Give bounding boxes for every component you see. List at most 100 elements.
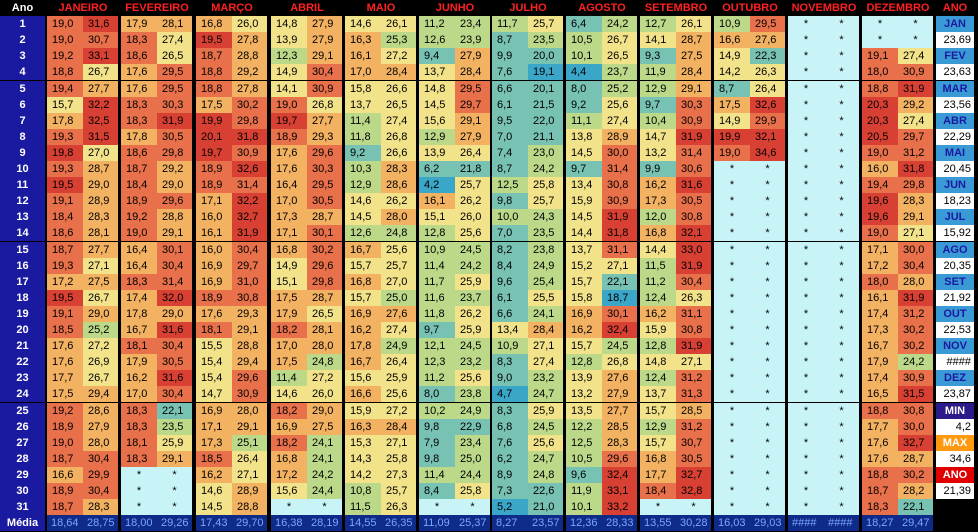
max-temp-cell: 31,8 (232, 128, 267, 145)
table-row: 7 17,8 32,5 18,3 31,9 19,9 29,8 19,7 27,7 11,4 27,… (0, 112, 978, 130)
max-temp-cell: * (824, 144, 859, 161)
max-temp-cell: * (824, 483, 859, 499)
day-label: 25 (0, 402, 45, 419)
max-temp-cell: 29,2 (157, 161, 192, 177)
min-temp-cell: 8,4 (419, 483, 455, 499)
max-temp-cell: 26,2 (455, 193, 490, 210)
max-temp-cell: 25,6 (455, 370, 490, 387)
min-temp-cell: 11,5 (640, 257, 676, 274)
max-temp-cell: 29,2 (232, 64, 267, 81)
side-label: MAI (936, 144, 974, 161)
min-temp-cell: 19,5 (196, 32, 232, 49)
max-temp-cell: 26,8 (381, 128, 416, 145)
max-temp-cell: 29,1 (898, 209, 933, 226)
side-value: 20,45 (936, 161, 974, 177)
min-temp-cell: 19,4 (47, 80, 83, 97)
min-temp-cell: 12,1 (419, 338, 455, 355)
min-temp-cell: 12,7 (640, 16, 676, 33)
min-temp-cell: 18,8 (47, 64, 83, 81)
min-temp-cell: 17,9 (121, 354, 157, 371)
min-temp-cell: 13,4 (492, 322, 528, 338)
min-temp-cell: 15,9 (640, 322, 676, 338)
max-temp-cell: * (824, 96, 859, 113)
min-temp-cell: 7,0 (492, 225, 528, 242)
min-temp-cell: 16,5 (862, 386, 898, 403)
max-temp-cell: 29,4 (232, 354, 267, 371)
max-temp-cell: 27,9 (307, 32, 342, 49)
max-temp-cell: 27,9 (307, 16, 342, 33)
max-temp-cell: 26,5 (602, 48, 637, 65)
max-temp-cell: 32,1 (750, 128, 785, 145)
max-temp-cell: * (824, 193, 859, 210)
min-temp-cell: 9,4 (419, 48, 455, 65)
min-temp-cell: 15,7 (566, 338, 602, 355)
min-temp-cell: 20,3 (862, 112, 898, 129)
day-label: 14 (0, 225, 45, 242)
min-temp-cell: * (788, 354, 824, 371)
min-temp-cell: 17,4 (121, 289, 157, 306)
day-label: 6 (0, 96, 45, 113)
max-temp-cell: 23,0 (528, 144, 563, 161)
table-row: 29 16,6 29,9 * * 16,2 27,1 17,2 24,2 14,2 27,3 11,4… (0, 466, 978, 484)
max-temp-cell: 20,1 (528, 80, 563, 97)
min-temp-cell: 18,2 (271, 322, 307, 338)
max-temp-cell: 23,2 (528, 370, 563, 387)
min-temp-cell: 14,2 (345, 466, 381, 483)
max-temp-cell: * (824, 499, 859, 516)
max-temp-cell: 30,0 (898, 241, 933, 258)
min-temp-cell: 17,1 (196, 193, 232, 210)
max-temp-cell: 28,7 (83, 161, 118, 177)
min-temp-cell: * (788, 257, 824, 274)
min-temp-cell: 16,0 (862, 161, 898, 177)
avg-max-cell: #### (824, 515, 859, 532)
min-temp-cell: * (419, 499, 455, 516)
averages-label: Média (0, 515, 45, 532)
max-temp-cell: 27,1 (381, 434, 416, 451)
min-temp-cell: 7,9 (419, 434, 455, 451)
max-temp-cell: * (824, 32, 859, 49)
max-temp-cell: 32,5 (83, 112, 118, 129)
min-temp-cell: 13,9 (271, 32, 307, 49)
min-temp-cell: * (788, 225, 824, 242)
max-temp-cell: * (824, 225, 859, 242)
min-temp-cell: * (714, 322, 750, 338)
min-temp-cell: 9,9 (640, 161, 676, 177)
max-temp-cell: 30,6 (676, 161, 711, 177)
max-temp-cell: 32,4 (602, 466, 637, 483)
max-temp-cell: 23,4 (455, 434, 490, 451)
min-temp-cell: 17,3 (640, 193, 676, 210)
day-label: 11 (0, 177, 45, 194)
min-temp-cell: 17,6 (862, 434, 898, 451)
min-temp-cell: * (714, 434, 750, 451)
max-temp-cell: 30,3 (307, 161, 342, 177)
min-temp-cell: 16,2 (121, 370, 157, 387)
min-temp-cell: * (714, 241, 750, 258)
max-temp-cell: 29,0 (157, 177, 192, 194)
max-temp-cell: 26,3 (750, 64, 785, 81)
table-row: 25 19,2 28,6 18,3 22,1 16,9 28,0 18,2 29,0 15,9 27… (0, 402, 978, 420)
max-temp-cell: 26,4 (750, 80, 785, 97)
max-temp-cell: 29,1 (232, 322, 267, 338)
table-row: 2 19,0 30,7 18,3 27,4 19,5 27,8 13,9 27,9 16,3 25,… (0, 32, 978, 49)
min-temp-cell: 12,5 (492, 177, 528, 194)
min-temp-cell: 6,6 (492, 305, 528, 322)
avg-max-cell: 28,33 (602, 515, 637, 532)
min-temp-cell: 14,9 (271, 64, 307, 81)
min-temp-cell: 13,9 (566, 370, 602, 387)
min-temp-cell: 17,3 (271, 209, 307, 226)
max-temp-cell: 25,1 (232, 434, 267, 451)
min-temp-cell: 12,9 (345, 177, 381, 194)
max-temp-cell: 25,8 (381, 450, 416, 467)
max-temp-cell: 24,7 (528, 450, 563, 467)
min-temp-cell: 17,2 (862, 257, 898, 274)
max-temp-cell: 25,7 (528, 16, 563, 33)
max-temp-cell: 27,4 (898, 112, 933, 129)
max-temp-cell: 28,7 (676, 32, 711, 49)
min-temp-cell: 9,7 (419, 322, 455, 338)
max-temp-cell: 28,8 (232, 338, 267, 355)
day-label: 26 (0, 418, 45, 435)
min-temp-cell: 16,9 (196, 273, 232, 290)
max-temp-cell: 24,2 (602, 16, 637, 33)
max-temp-cell: 28,4 (528, 322, 563, 338)
min-temp-cell: 18,8 (862, 466, 898, 483)
